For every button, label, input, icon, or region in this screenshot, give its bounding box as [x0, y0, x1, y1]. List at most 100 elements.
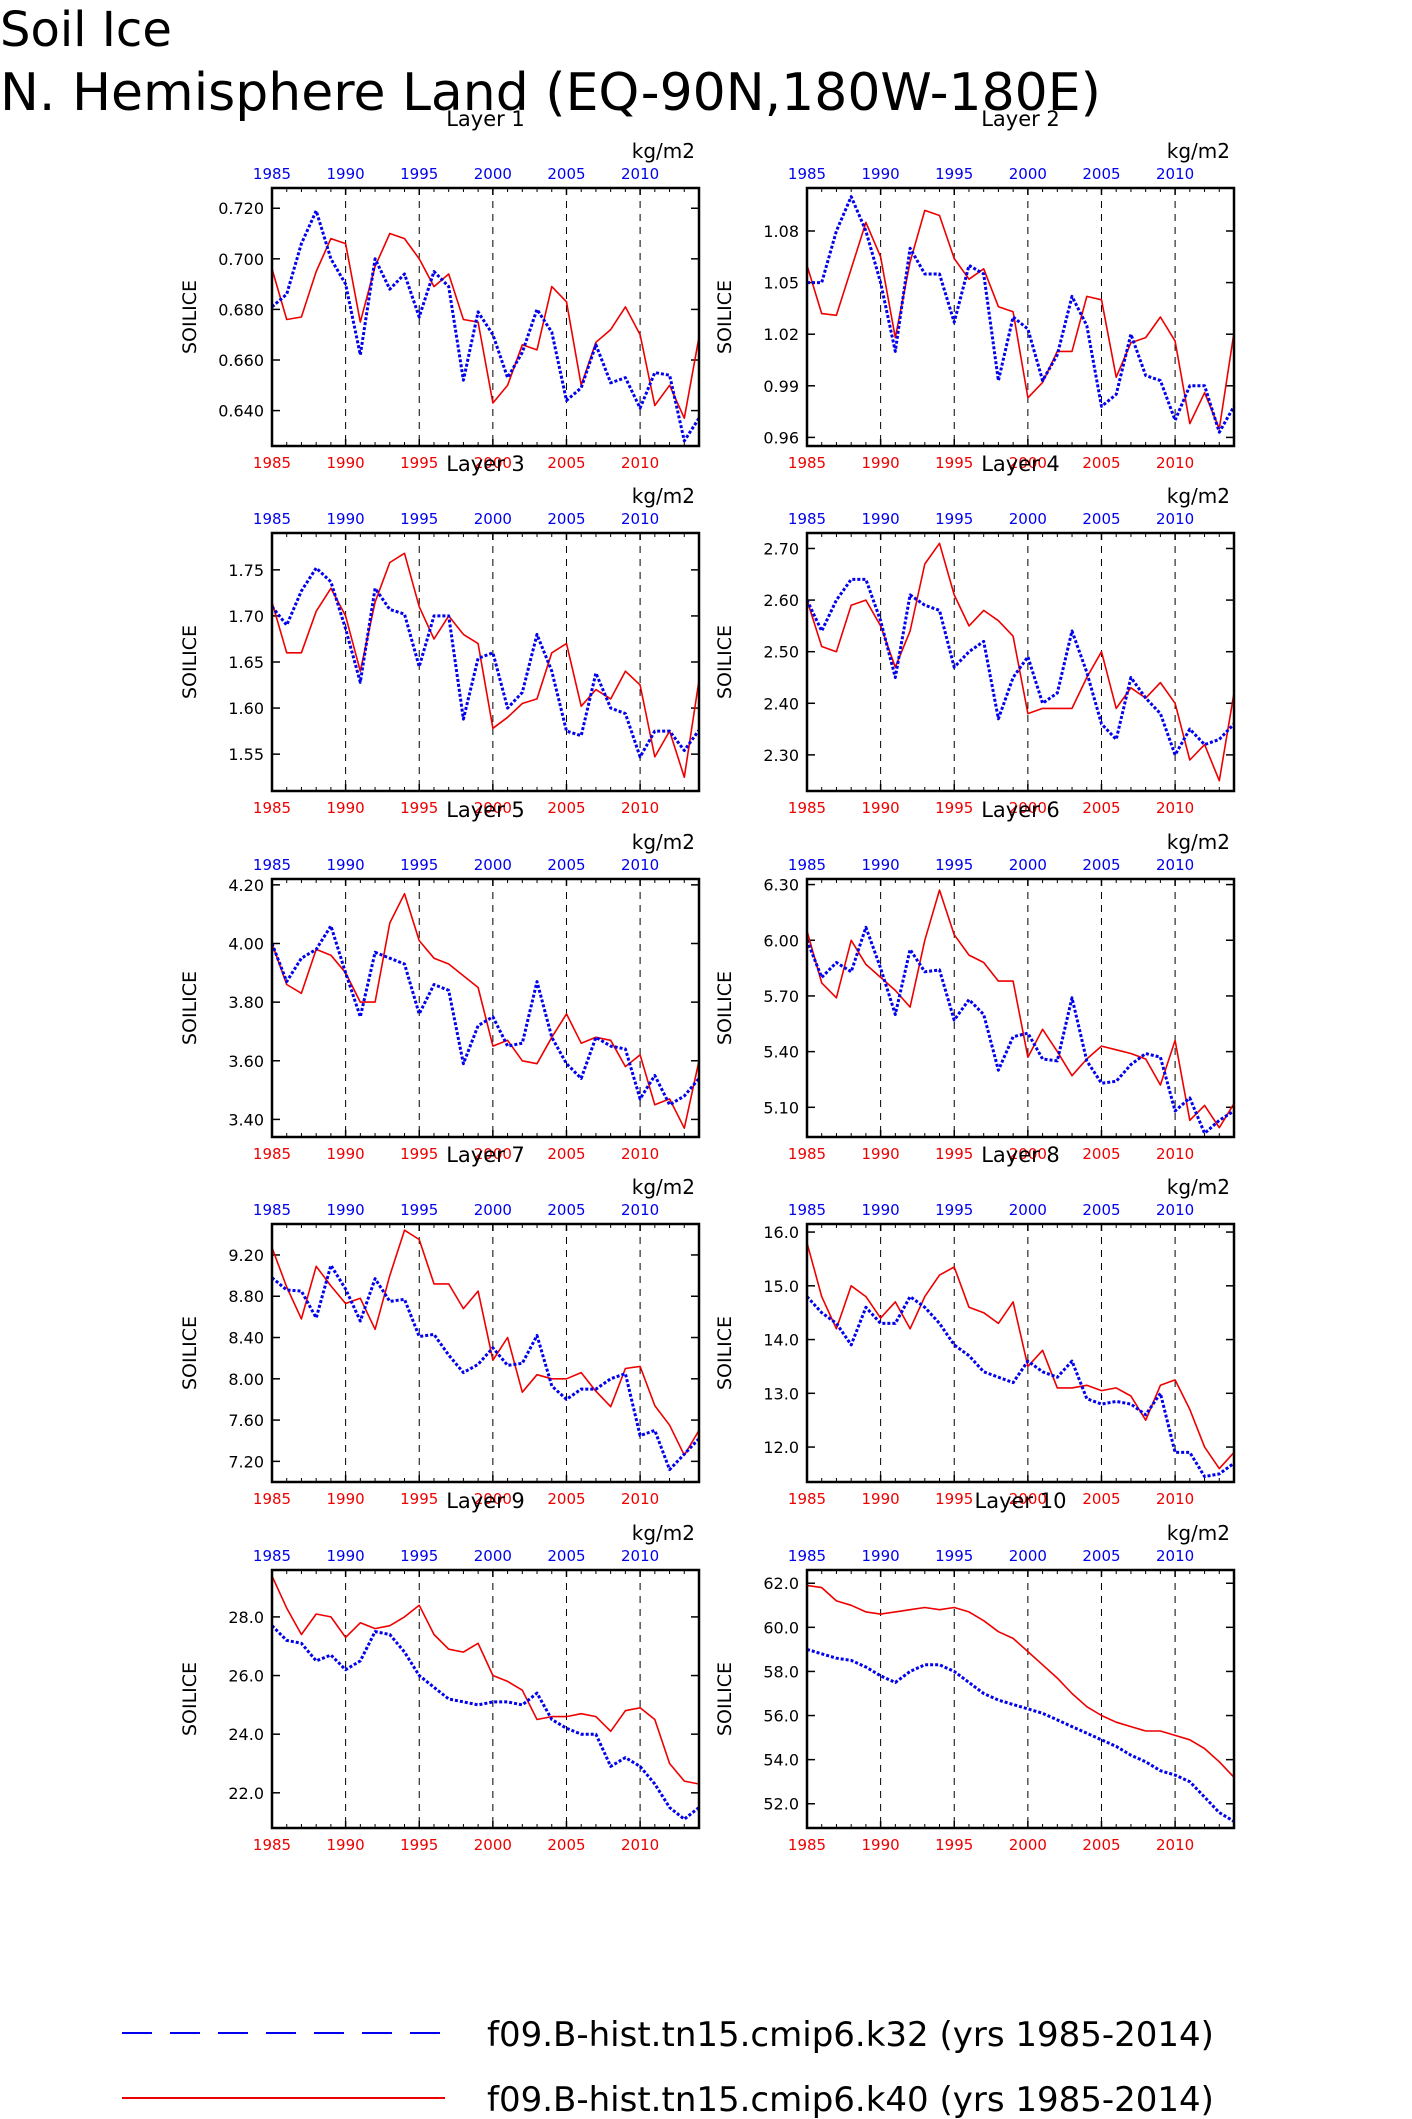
x-tick-label-top: 2010 [621, 856, 659, 874]
x-tick-label-top: 1995 [935, 165, 973, 183]
y-tick-label: 52.0 [763, 1795, 799, 1814]
series-line-k32 [805, 1295, 1235, 1479]
x-tick-label-bottom: 1995 [935, 799, 973, 817]
x-tick-label-bottom: 2005 [1082, 454, 1120, 472]
y-tick-label: 1.55 [228, 745, 264, 764]
panel-layer-4: Layer 4 kg/m2 SOILICE 1985 1985 1990 1990 1995 1… [714, 452, 1236, 817]
y-tick-label: 54.0 [763, 1751, 799, 1770]
y-tick-label: 3.80 [228, 993, 264, 1012]
series-line-k40 [806, 1242, 1235, 1470]
panel-layer-9: Layer 9 kg/m2 SOILICE 1985 1985 1990 1990 1995 1… [179, 1489, 701, 1854]
legend-label-run1: f09.B-hist.tn15.cmip6.k32 (yrs 1985-2014… [487, 2015, 1214, 2055]
x-tick-label-bottom: 1985 [253, 1836, 291, 1854]
x-tick-label-top: 1985 [788, 165, 826, 183]
panel-layer-3: Layer 3 kg/m2 SOILICE 1985 1985 1990 1990 1995 1… [179, 452, 701, 817]
y-tick-label: 8.80 [228, 1287, 264, 1306]
units-label: kg/m2 [1167, 484, 1230, 508]
y-tick-label: 14.0 [763, 1331, 799, 1350]
y-tick-label: 62.0 [763, 1574, 799, 1593]
series-line-k32 [270, 1624, 700, 1821]
x-tick-label-top: 1995 [935, 510, 973, 528]
y-tick-label: 4.20 [228, 876, 264, 895]
x-tick-label-top: 2000 [474, 1201, 512, 1219]
x-tick-label-bottom: 1995 [400, 1490, 438, 1508]
x-tick-label-top: 1995 [400, 856, 438, 874]
x-tick-label-bottom: 1990 [862, 454, 900, 472]
x-tick-label-top: 2005 [1082, 1201, 1120, 1219]
x-tick-label-top: 2005 [1082, 856, 1120, 874]
x-tick-label-bottom: 2010 [1156, 1490, 1194, 1508]
y-tick-label: 7.60 [228, 1411, 264, 1430]
x-tick-label-bottom: 2000 [1009, 1490, 1047, 1508]
x-tick-label-bottom: 1995 [935, 1836, 973, 1854]
x-tick-label-top: 1990 [327, 1201, 365, 1219]
x-tick-label-bottom: 2000 [474, 799, 512, 817]
y-tick-label: 5.70 [763, 987, 799, 1006]
y-tick-label: 1.75 [228, 561, 264, 580]
x-tick-label-top: 2000 [1009, 165, 1047, 183]
x-tick-label-top: 1990 [862, 856, 900, 874]
x-tick-label-top: 1995 [935, 1547, 973, 1565]
x-tick-label-bottom: 2005 [547, 1145, 585, 1163]
x-tick-label-bottom: 2010 [1156, 1836, 1194, 1854]
x-tick-label-top: 2000 [1009, 1547, 1047, 1565]
y-tick-label: 0.680 [218, 300, 264, 319]
x-tick-label-top: 1985 [788, 1201, 826, 1219]
x-tick-label-top: 2010 [1156, 510, 1194, 528]
x-tick-label-top: 1990 [327, 165, 365, 183]
series-line-k40 [806, 542, 1235, 782]
y-tick-label: 1.70 [228, 607, 264, 626]
y-tick-label: 2.60 [763, 591, 799, 610]
y-axis-label: SOILICE [179, 280, 201, 354]
x-tick-label-bottom: 1985 [788, 1490, 826, 1508]
y-tick-label: 7.20 [228, 1452, 264, 1471]
units-label: kg/m2 [632, 1175, 695, 1199]
units-label: kg/m2 [1167, 1175, 1230, 1199]
x-tick-label-bottom: 1985 [253, 1490, 291, 1508]
x-tick-label-bottom: 2010 [621, 1836, 659, 1854]
plot-frame [270, 531, 701, 793]
y-tick-label: 2.30 [763, 746, 799, 765]
y-axis-label: SOILICE [714, 1662, 736, 1736]
panel-title: Layer 4 [981, 452, 1060, 476]
plot-frame [805, 1222, 1236, 1484]
x-tick-label-bottom: 1990 [862, 1836, 900, 1854]
series-line-k40 [271, 1575, 700, 1785]
y-axis-label: SOILICE [714, 1316, 736, 1390]
x-tick-label-top: 2010 [1156, 1547, 1194, 1565]
x-tick-label-bottom: 1985 [788, 799, 826, 817]
x-tick-label-bottom: 2000 [1009, 1145, 1047, 1163]
y-tick-label: 3.60 [228, 1052, 264, 1071]
x-tick-label-top: 1985 [253, 1547, 291, 1565]
y-tick-label: 28.0 [228, 1608, 264, 1627]
plot-frame [805, 186, 1236, 448]
panel-title: Layer 2 [981, 107, 1060, 131]
x-tick-label-bottom: 2000 [1009, 1836, 1047, 1854]
units-label: kg/m2 [1167, 830, 1230, 854]
x-tick-label-bottom: 2005 [1082, 1145, 1120, 1163]
x-tick-label-top: 2000 [1009, 856, 1047, 874]
plot-frame [805, 531, 1236, 793]
plot-frame [805, 877, 1236, 1139]
x-tick-label-top: 2000 [1009, 1201, 1047, 1219]
units-label: kg/m2 [632, 139, 695, 163]
y-tick-label: 0.720 [218, 199, 264, 218]
x-tick-label-bottom: 1990 [862, 1145, 900, 1163]
x-tick-label-bottom: 2005 [547, 1490, 585, 1508]
y-tick-label: 13.0 [763, 1384, 799, 1403]
x-tick-label-bottom: 1990 [862, 1490, 900, 1508]
x-tick-label-bottom: 1990 [327, 1145, 365, 1163]
x-tick-label-top: 2005 [1082, 1547, 1120, 1565]
x-tick-label-top: 2005 [1082, 165, 1120, 183]
panel-layer-7: Layer 7 kg/m2 SOILICE 1985 1985 1990 1990 1995 1… [179, 1143, 701, 1508]
y-tick-label: 5.10 [763, 1098, 799, 1117]
x-tick-label-bottom: 2000 [474, 1490, 512, 1508]
y-tick-label: 5.40 [763, 1043, 799, 1062]
y-axis-label: SOILICE [179, 1316, 201, 1390]
x-tick-label-bottom: 2000 [474, 1836, 512, 1854]
panel-layer-2: Layer 2 kg/m2 SOILICE 1985 1985 1990 1990 1995 1… [714, 107, 1236, 472]
plot-frame [270, 877, 701, 1139]
x-tick-label-bottom: 1985 [788, 454, 826, 472]
figure-subtitle: N. Hemisphere Land (EQ-90N,180W-180E) [0, 63, 1101, 123]
x-tick-label-top: 2000 [474, 165, 512, 183]
